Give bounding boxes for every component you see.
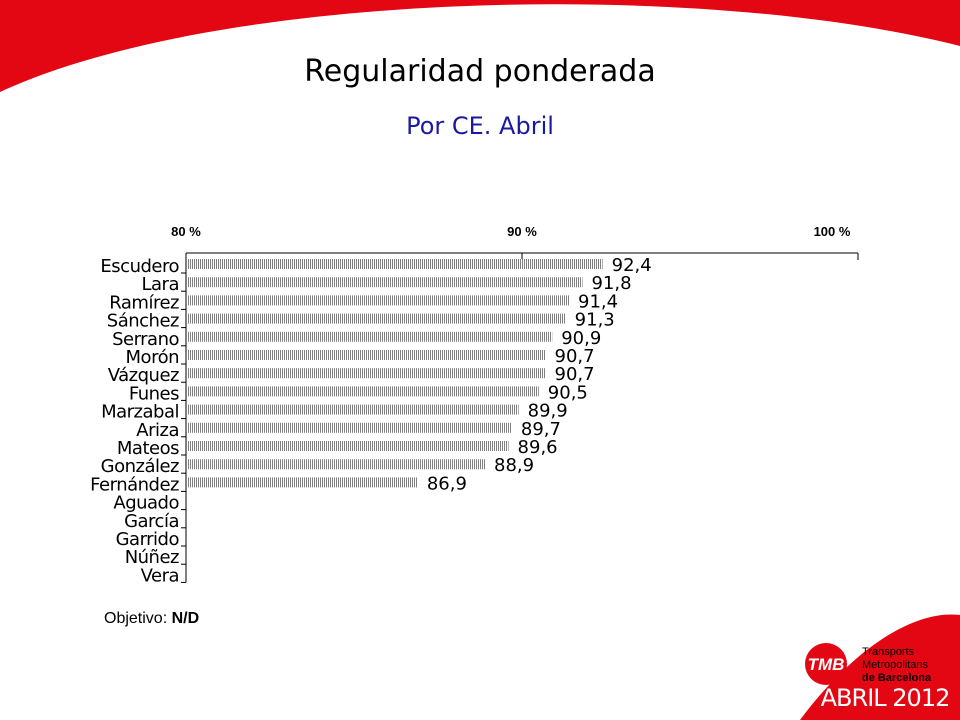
x-tick-label: 80 % [171,224,201,239]
data-label: 90,5 [548,382,588,403]
data-label: 90,7 [555,364,595,385]
logo-line-3: de Barcelona [862,672,932,684]
bar [187,259,603,269]
data-label: 91,3 [575,310,615,331]
category-label: Mateos [117,438,179,459]
data-label: 86,9 [427,473,467,494]
objective-label: Objetivo: [104,610,168,627]
category-label: Ariza [136,420,179,441]
bar [187,441,509,451]
white-content-area [0,4,960,720]
data-label: 89,6 [518,437,558,458]
category-label: Morón [126,347,179,368]
tmb-logo-text: Transports Metropolitans de Barcelona [862,646,931,685]
objective-note: Objetivo: N/D [104,610,199,628]
bar [187,422,512,433]
bar [187,313,566,324]
bar [187,295,570,306]
logo-line-2: Metropolitans [862,659,929,671]
category-label: Garrido [116,529,180,550]
bar [187,459,486,470]
data-label: 91,8 [591,273,631,294]
category-label: Marzabal [101,402,179,423]
data-label: 88,9 [494,455,534,476]
slide-subtitle: Por CE. Abril [406,112,554,140]
report-date: ABRIL 2012 [820,684,951,712]
category-label: González [101,456,179,477]
tmb-logo-mark: TMB [808,655,845,674]
objective-value: N/D [171,610,200,627]
data-label: 90,7 [555,346,595,367]
slide-title: Regularidad ponderada [304,54,656,89]
data-label: 92,4 [612,255,652,276]
category-label: Lara [142,274,180,295]
bar [187,477,418,488]
data-label: 89,7 [521,419,561,440]
bar [187,404,519,415]
data-label: 90,9 [561,328,601,349]
bar [187,331,553,342]
bar [187,277,583,288]
category-label: Aguado [113,493,179,514]
tmb-logo-icon: TMB [805,643,847,685]
category-label: Funes [129,383,179,404]
category-label: García [124,511,179,532]
data-label: 91,4 [578,291,618,312]
category-label: Fernández [90,474,179,495]
category-label: Vera [141,565,179,586]
category-label: Sánchez [107,311,179,332]
category-label: Núñez [125,547,179,568]
category-label: Vázquez [108,365,179,386]
bar [187,386,539,397]
bar [187,368,546,379]
x-tick-label: 100 % [814,224,851,239]
bar [187,350,546,360]
category-label: Serrano [112,329,179,350]
category-label: Escudero [100,256,179,277]
data-label: 89,9 [528,401,568,422]
logo-line-1: Transports [862,646,915,658]
category-label: Ramírez [109,292,179,313]
x-tick-label: 90 % [507,224,537,239]
